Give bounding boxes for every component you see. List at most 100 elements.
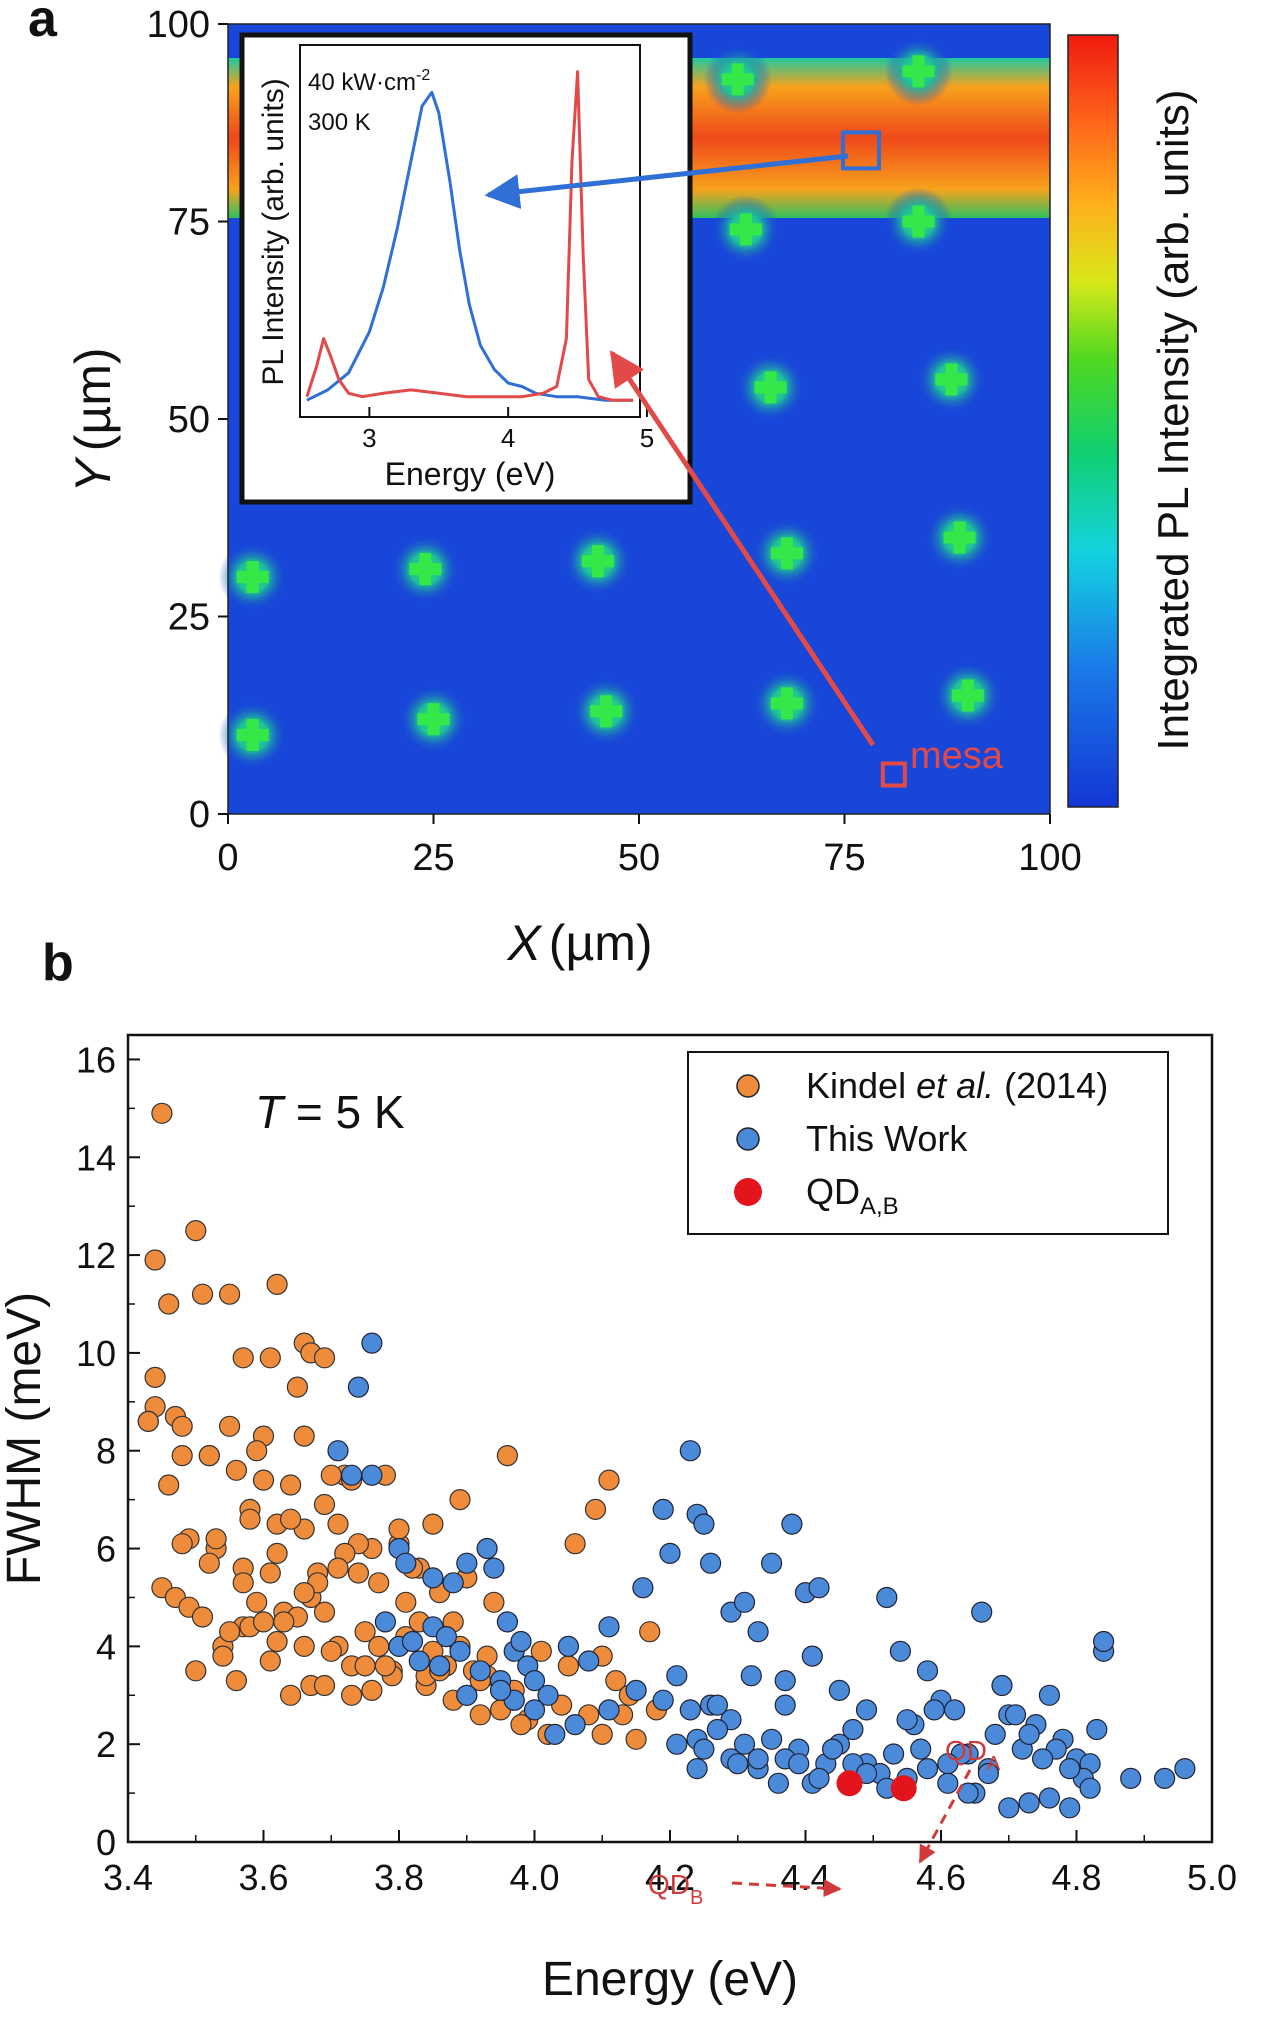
this-work-point — [760, 1552, 783, 1574]
emission-spot-horizontal — [951, 689, 984, 702]
this-work-point — [469, 1660, 491, 1682]
kindel-point — [313, 1493, 336, 1516]
qd-a-label: QDA — [945, 1735, 1001, 1775]
this-work-point — [747, 1621, 769, 1643]
emission-spot-horizontal — [943, 531, 976, 544]
colorbar-gradient — [1067, 34, 1119, 808]
this-work-point — [632, 1577, 654, 1599]
this-work-point — [1059, 1797, 1081, 1819]
this-work-point — [788, 1753, 810, 1775]
scatter-xlabel: Energy (eV) — [542, 1953, 798, 2006]
panel-b: b 3.4 3.6 3.8 4.0 4.2 4.4 4.6 4.8 5.0 0 2 4 6 8 10 12 14… — [0, 934, 1237, 2006]
kindel-point — [219, 1621, 241, 1643]
kindel-point — [584, 1498, 607, 1521]
map-y-tick-label: 100 — [147, 4, 210, 46]
kindel-point — [605, 1669, 627, 1692]
this-work-point — [733, 1733, 756, 1755]
this-work-point — [828, 1679, 851, 1702]
kindel-point — [510, 1713, 532, 1736]
legend-marker-kindel — [736, 1074, 760, 1098]
qd-b-sub: B — [690, 1887, 703, 1909]
scatter-y-tick-label: 16 — [76, 1039, 116, 1080]
this-work-point — [1120, 1767, 1142, 1790]
kindel-point — [219, 1283, 241, 1305]
this-work-point — [666, 1733, 688, 1755]
this-work-point — [598, 1616, 620, 1638]
scatter-x-tick-label: 4.0 — [509, 1857, 559, 1898]
inset-red-spectrum — [305, 70, 634, 402]
kindel-point — [293, 1635, 315, 1658]
this-work-point — [760, 1728, 783, 1750]
this-work-point — [429, 1655, 451, 1677]
this-work-point — [578, 1650, 600, 1672]
kindel-point — [320, 1640, 342, 1662]
scatter-y-tick-label: 12 — [76, 1235, 116, 1276]
this-work-point — [808, 1577, 830, 1599]
kindel-point — [259, 1347, 281, 1369]
qd-b-base: QD — [648, 1869, 690, 1900]
this-work-point — [889, 1640, 912, 1662]
inset-red-arrow — [609, 350, 876, 747]
inset-plot-area — [299, 44, 641, 418]
kindel-point — [368, 1572, 390, 1594]
kindel-point — [198, 1552, 220, 1574]
this-work-point — [1004, 1704, 1027, 1726]
kindel-point — [239, 1508, 261, 1530]
kindel-point — [368, 1635, 390, 1658]
kindel-point — [313, 1601, 336, 1623]
kindel-point — [212, 1645, 234, 1667]
emission-spot-horizontal — [590, 705, 623, 718]
this-work-point — [625, 1679, 647, 1702]
emission-spot-horizontal — [236, 729, 269, 741]
emission-spot-horizontal — [902, 65, 935, 78]
kindel-point — [327, 1557, 349, 1579]
this-work-point — [727, 1753, 749, 1775]
kindel-point — [266, 1273, 288, 1296]
kindel-point — [225, 1669, 247, 1692]
kindel-point — [469, 1704, 491, 1726]
kindel-point — [232, 1347, 254, 1369]
this-work-point — [449, 1640, 471, 1662]
kindel-point — [530, 1640, 552, 1662]
this-work-point — [679, 1699, 701, 1721]
this-work-point — [523, 1699, 546, 1721]
colorbar-label: Integrated PL Intensity (arb. units) — [1149, 89, 1198, 750]
kindel-point — [483, 1591, 505, 1613]
colorbar: Integrated PL Intensity (arb. units) — [1067, 34, 1198, 808]
this-work-point — [767, 1772, 790, 1794]
temperature-value: = 5 K — [283, 1086, 405, 1138]
kindel-point — [313, 1347, 336, 1369]
emission-spot-horizontal — [417, 713, 450, 726]
map-y-tick-label: 75 — [168, 202, 210, 244]
this-work-point — [943, 1699, 966, 1721]
this-work-point — [598, 1699, 620, 1721]
this-work-point — [652, 1689, 674, 1711]
this-work-point — [876, 1586, 898, 1609]
this-work-point — [483, 1557, 505, 1579]
kindel-point — [266, 1542, 288, 1565]
kindel-point — [158, 1474, 180, 1496]
this-work-point — [341, 1464, 363, 1486]
this-work-point — [801, 1645, 823, 1667]
qd-a-sub: A — [987, 1753, 1001, 1775]
kindel-point — [293, 1425, 315, 1447]
qd-point — [890, 1775, 917, 1802]
inset-blue-spectrum — [306, 90, 634, 402]
inset-x-tick-label: 3 — [362, 423, 376, 453]
kindel-point — [225, 1459, 247, 1481]
this-work-point — [1038, 1787, 1061, 1809]
kindel-point — [252, 1469, 275, 1491]
this-work-point — [544, 1723, 566, 1746]
this-work-point — [855, 1699, 878, 1721]
emission-spot-horizontal — [770, 697, 803, 710]
this-work-point — [496, 1611, 518, 1633]
this-work-point — [1059, 1757, 1081, 1780]
map-y-tick-label: 50 — [168, 399, 210, 441]
this-work-point — [666, 1665, 688, 1687]
kindel-point — [259, 1650, 281, 1672]
this-work-point — [916, 1660, 939, 1682]
kindel-point — [191, 1283, 214, 1305]
kindel-point — [354, 1621, 376, 1643]
band-region-marker — [840, 130, 881, 171]
